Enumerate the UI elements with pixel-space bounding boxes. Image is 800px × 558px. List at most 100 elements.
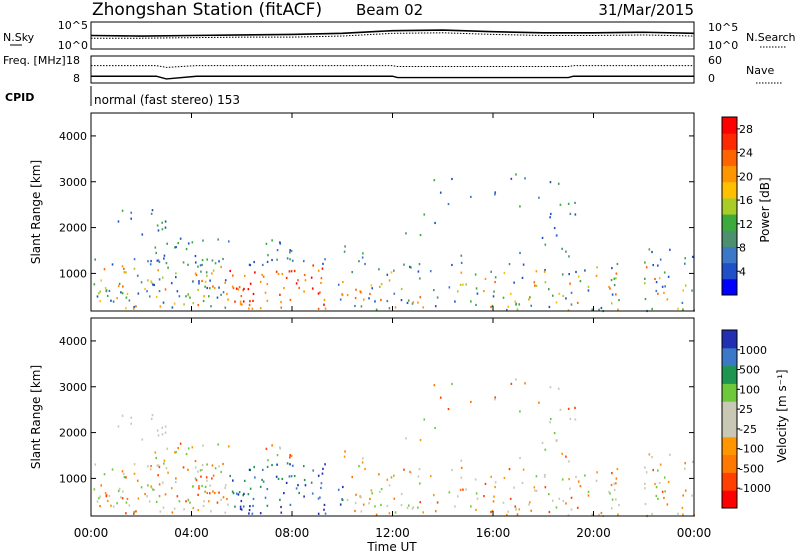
velocity-cell <box>609 492 611 495</box>
velocity-cell <box>276 463 278 466</box>
power-cell <box>657 292 659 295</box>
velocity-cell <box>125 476 127 479</box>
velocity-cell <box>177 447 180 450</box>
velocity-cell <box>644 502 647 506</box>
time-tick-label: 08:00 <box>275 526 310 540</box>
power-cell <box>117 220 120 223</box>
power-cell <box>534 284 536 287</box>
velocity-cell <box>271 463 273 467</box>
velocity-cell <box>470 400 472 404</box>
velocity-cell <box>613 482 616 485</box>
velocity-cell <box>158 483 161 486</box>
power-cell <box>295 282 298 285</box>
power-cell <box>465 283 467 286</box>
velocity-cell <box>417 475 420 478</box>
power-cell <box>494 280 496 284</box>
power-cell <box>412 301 415 304</box>
power-cell <box>150 212 153 215</box>
power-cell <box>100 279 103 282</box>
power-cell <box>99 300 101 303</box>
power-cell <box>151 209 154 212</box>
power-cell <box>161 228 164 231</box>
velocity-cell <box>293 474 296 478</box>
velocity-cell <box>222 462 224 466</box>
power-cell <box>457 290 459 293</box>
power-cell <box>587 285 590 288</box>
power-cell <box>429 270 432 273</box>
velocity-cell <box>208 492 211 495</box>
noise-right-tick-bottom: 10^0 <box>708 39 738 52</box>
power-cell <box>176 290 179 293</box>
power-cell <box>191 280 194 283</box>
velocity-cell <box>659 463 662 466</box>
power-cell <box>609 287 611 290</box>
nave-series-line <box>91 65 694 68</box>
velocity-cell <box>271 444 273 447</box>
velocity-cell <box>213 491 216 495</box>
velocity-cell <box>224 484 227 487</box>
velocity-cell <box>277 477 280 481</box>
velocity-cell <box>216 501 219 504</box>
velocity-cell <box>133 472 136 475</box>
power-cell <box>195 273 198 277</box>
power-cell <box>157 269 159 272</box>
velocity-cell <box>192 506 195 510</box>
velocity-cell <box>198 487 200 490</box>
power-cell <box>264 291 267 294</box>
velocity-cell <box>211 477 213 480</box>
power-cell <box>220 293 222 296</box>
power-cell <box>240 303 243 306</box>
velocity-cell <box>295 487 298 490</box>
power-cell <box>470 195 472 199</box>
velocity-cell <box>380 487 383 491</box>
power-cell <box>337 283 340 286</box>
power-cell <box>224 306 227 309</box>
velocity-cell <box>447 407 450 411</box>
velocity-cell <box>240 499 243 503</box>
velocity-cell <box>266 504 269 507</box>
velocity-cell <box>567 407 570 410</box>
power-cell <box>648 248 651 251</box>
power-cell <box>364 262 366 266</box>
power-cell <box>201 279 203 283</box>
power-cell <box>94 258 96 261</box>
velocity-cell <box>429 475 432 478</box>
velocity-colorbar-label: Velocity [m s⁻¹] <box>775 369 789 462</box>
power-cell <box>460 261 463 265</box>
velocity-cell <box>574 406 576 410</box>
velocity-cell <box>652 468 655 472</box>
colorbar-swatch <box>722 472 737 491</box>
range-tick-label: 2000 <box>59 222 87 235</box>
velocity-cell <box>494 396 497 399</box>
velocity-cell <box>565 502 567 505</box>
velocity-cell <box>457 495 459 498</box>
power-cell <box>613 283 616 287</box>
power-cell <box>393 269 395 272</box>
velocity-cell <box>283 492 285 495</box>
velocity-cell <box>164 431 167 434</box>
velocity-cell <box>510 382 513 385</box>
power-cell <box>494 191 497 194</box>
power-cell <box>199 264 202 267</box>
power-cell <box>341 293 344 297</box>
velocity-cell <box>183 508 185 511</box>
power-cell <box>112 300 115 303</box>
power-cell <box>137 292 140 295</box>
velocity-cell <box>280 511 283 514</box>
velocity-cell <box>419 501 422 504</box>
power-cell <box>400 298 403 302</box>
velocity-cell <box>465 488 467 491</box>
power-cell <box>125 296 128 299</box>
range-tick-label: 4000 <box>59 130 87 143</box>
power-cell <box>575 270 577 274</box>
velocity-cell <box>217 443 219 446</box>
velocity-cell <box>608 490 610 494</box>
power-cell <box>610 278 613 282</box>
colorbar-swatch <box>722 383 737 402</box>
velocity-cell <box>645 471 648 474</box>
power-cell <box>290 249 293 253</box>
velocity-ylabel: Slant Range [km] <box>29 365 43 469</box>
velocity-cell <box>322 467 324 470</box>
velocity-cell <box>483 494 485 498</box>
